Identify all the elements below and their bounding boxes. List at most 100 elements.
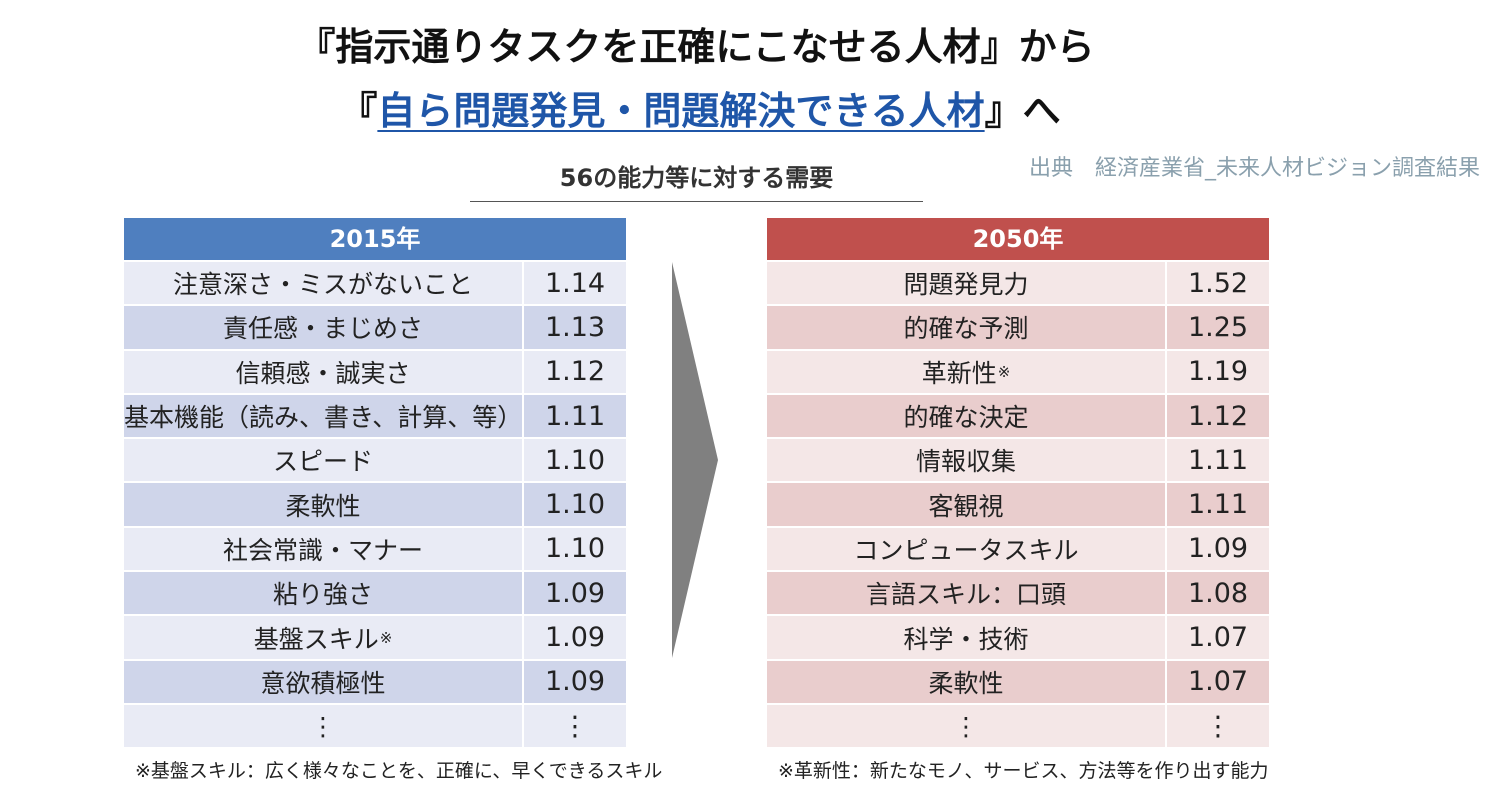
table-subtitle: 56の能力等に対する需要	[470, 158, 923, 202]
ability-name: 情報収集	[767, 439, 1167, 482]
table-row: 信頼感・誠実さ 1.12	[124, 348, 626, 393]
demand-value: 1.10	[524, 483, 626, 526]
ability-name-text: 責任感・まじめさ	[222, 314, 423, 344]
ability-name-text: 的確な予測	[903, 314, 1029, 344]
table-row: 言語スキル：口頭 1.08	[767, 570, 1269, 615]
ability-name-text: 柔軟性	[928, 668, 1004, 698]
table-row: ⋮ ⋮	[767, 702, 1269, 748]
table-row: 客観視 1.11	[767, 481, 1269, 526]
demand-value: 1.12	[524, 350, 626, 393]
demand-value: 1.52	[1167, 262, 1269, 305]
ability-name: 基盤スキル ※	[124, 616, 524, 659]
footnote-left: ※基盤スキル：広く様々なことを、正確に、早くできるスキル	[135, 760, 663, 782]
ability-name-text: 注意深さ・ミスがないこと	[172, 270, 473, 300]
ability-name: 客観視	[767, 483, 1167, 526]
table-2015: 2015年 注意深さ・ミスがないこと 1.14 責任感・まじめさ 1.13 信頼感・誠実…	[124, 218, 626, 748]
ability-name: コンピュータスキル	[767, 527, 1167, 571]
demand-value: 1.07	[1167, 616, 1269, 659]
table-row: 意欲積極性 1.09	[124, 658, 626, 703]
table-row: 基盤スキル ※ 1.09	[124, 614, 626, 659]
ability-name-text: 信頼感・誠実さ	[235, 358, 411, 388]
ability-name-text: 基本機能（読み、書き、計算、等）	[124, 403, 523, 433]
ability-name: 言語スキル：口頭	[767, 572, 1167, 615]
table-row: 柔軟性 1.07	[767, 658, 1269, 703]
ability-name: 柔軟性	[767, 660, 1167, 703]
headline-line-2: 『自ら問題発見・問題解決できる人材』へ	[0, 80, 1400, 135]
table-2015-rows: 注意深さ・ミスがないこと 1.14 責任感・まじめさ 1.13 信頼感・誠実さ 1.12 基…	[124, 260, 626, 748]
source-citation: 出典 経済産業省_未来人材ビジョン調査結果	[1028, 156, 1480, 181]
table-row: 注意深さ・ミスがないこと 1.14	[124, 260, 626, 305]
table-row: 革新性 ※ 1.19	[767, 348, 1269, 393]
table-2050: 2050年 問題発見力 1.52 的確な予測 1.25 革新性 ※ 1.19 的確な決定 1.1…	[767, 218, 1269, 748]
ability-name-text: 言語スキル：口頭	[865, 580, 1066, 610]
demand-value: 1.09	[524, 572, 626, 615]
ability-name: ⋮	[767, 704, 1167, 748]
ability-name-text: ⋮	[953, 711, 979, 741]
table-row: 情報収集 1.11	[767, 437, 1269, 482]
demand-value: 1.19	[1167, 350, 1269, 393]
demand-value: 1.10	[524, 527, 626, 571]
ability-name-text: 基盤スキル	[253, 624, 379, 654]
ability-name: 意欲積極性	[124, 660, 524, 703]
ability-name-text: コンピュータスキル	[853, 535, 1079, 565]
demand-value: 1.08	[1167, 572, 1269, 615]
headline-highlight: 自ら問題発見・問題解決できる人材	[377, 89, 985, 133]
table-row: 基本機能（読み、書き、計算、等） 1.11	[124, 392, 626, 438]
table-row: 責任感・まじめさ 1.13	[124, 304, 626, 349]
ability-name-text: 柔軟性	[285, 491, 361, 521]
table-row: 問題発見力 1.52	[767, 260, 1269, 305]
ability-name-text: 科学・技術	[903, 624, 1029, 654]
ability-name: 信頼感・誠実さ	[124, 350, 524, 393]
footnote-mark: ※	[997, 362, 1011, 381]
demand-value: 1.07	[1167, 660, 1269, 703]
ability-name-text: 革新性	[921, 358, 997, 388]
demand-value: 1.11	[1167, 483, 1269, 526]
ability-name-text: 社会常識・マナー	[222, 535, 423, 565]
table-row: スピード 1.10	[124, 437, 626, 482]
ability-name-text: 問題発見力	[903, 270, 1029, 300]
demand-value: ⋮	[1167, 704, 1269, 748]
ability-name-text: 的確な決定	[903, 403, 1029, 433]
table-row: 社会常識・マナー 1.10	[124, 525, 626, 571]
demand-value: 1.13	[524, 306, 626, 349]
ability-name: 的確な決定	[767, 394, 1167, 438]
footnote-mark: ※	[379, 628, 393, 647]
ability-name: 問題発見力	[767, 262, 1167, 305]
table-row: 的確な予測 1.25	[767, 304, 1269, 349]
demand-value: 1.11	[524, 394, 626, 438]
table-row: 柔軟性 1.10	[124, 481, 626, 526]
ability-name: 責任感・まじめさ	[124, 306, 524, 349]
table-row: ⋮ ⋮	[124, 702, 626, 748]
table-2050-rows: 問題発見力 1.52 的確な予測 1.25 革新性 ※ 1.19 的確な決定 1.12 情報収集 1…	[767, 260, 1269, 748]
table-row: コンピュータスキル 1.09	[767, 525, 1269, 571]
headline-suffix: 』へ	[984, 89, 1061, 133]
ability-name-text: 情報収集	[915, 447, 1016, 477]
ability-name-text: 意欲積極性	[260, 668, 386, 698]
demand-value: 1.11	[1167, 439, 1269, 482]
demand-value: 1.10	[524, 439, 626, 482]
headline-prefix: 『	[339, 89, 378, 133]
demand-value: 1.14	[524, 262, 626, 305]
headline-line-1: 『指示通りタスクを正確にこなせる人材』から	[297, 25, 1095, 69]
table-row: 的確な決定 1.12	[767, 392, 1269, 438]
ability-name-text: 粘り強さ	[272, 580, 373, 610]
ability-name-text: ⋮	[310, 711, 336, 741]
footnote-right: ※革新性：新たなモノ、サービス、方法等を作り出す能力	[778, 760, 1269, 782]
demand-value: ⋮	[524, 704, 626, 748]
ability-name: 柔軟性	[124, 483, 524, 526]
demand-value: 1.09	[1167, 527, 1269, 571]
ability-name: 革新性 ※	[767, 350, 1167, 393]
demand-value: 1.09	[524, 660, 626, 703]
demand-value: 1.12	[1167, 394, 1269, 438]
ability-name: 社会常識・マナー	[124, 527, 524, 571]
ability-name-text: スピード	[272, 447, 373, 477]
table-row: 科学・技術 1.07	[767, 614, 1269, 659]
ability-name: スピード	[124, 439, 524, 482]
ability-name: 的確な予測	[767, 306, 1167, 349]
table-row: 粘り強さ 1.09	[124, 570, 626, 615]
demand-value: 1.09	[524, 616, 626, 659]
table-2050-header: 2050年	[767, 218, 1269, 260]
ability-name: 基本機能（読み、書き、計算、等）	[124, 394, 525, 438]
ability-name-text: 客観視	[928, 491, 1004, 521]
arrow-shape	[672, 262, 718, 658]
